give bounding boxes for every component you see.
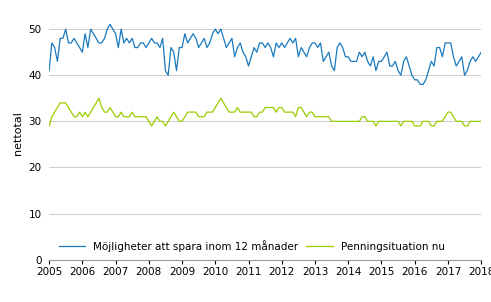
Penningsituation nu (46, 124, 52, 128)
Möjligheter att spara inom 12 månader (417, 83, 423, 86)
Möjligheter att spara inom 12 månader (196, 46, 202, 49)
Möjligheter att spara inom 12 månader (151, 41, 157, 45)
Y-axis label: nettotal: nettotal (13, 111, 23, 155)
Penningsituation nu (68, 110, 74, 114)
Line: Penningsituation nu: Penningsituation nu (49, 98, 491, 126)
Penningsituation nu (151, 120, 157, 123)
Line: Möjligheter att spara inom 12 månader: Möjligheter att spara inom 12 månader (49, 24, 491, 85)
Legend: Möjligheter att spara inom 12 månader, Penningsituation nu: Möjligheter att spara inom 12 månader, P… (58, 240, 445, 252)
Penningsituation nu (80, 115, 85, 119)
Möjligheter att spara inom 12 månader (46, 69, 52, 72)
Möjligheter att spara inom 12 månader (80, 50, 85, 54)
Möjligheter att spara inom 12 månader (107, 23, 113, 26)
Penningsituation nu (96, 96, 102, 100)
Penningsituation nu (196, 115, 202, 119)
Möjligheter att spara inom 12 månader (68, 41, 74, 45)
